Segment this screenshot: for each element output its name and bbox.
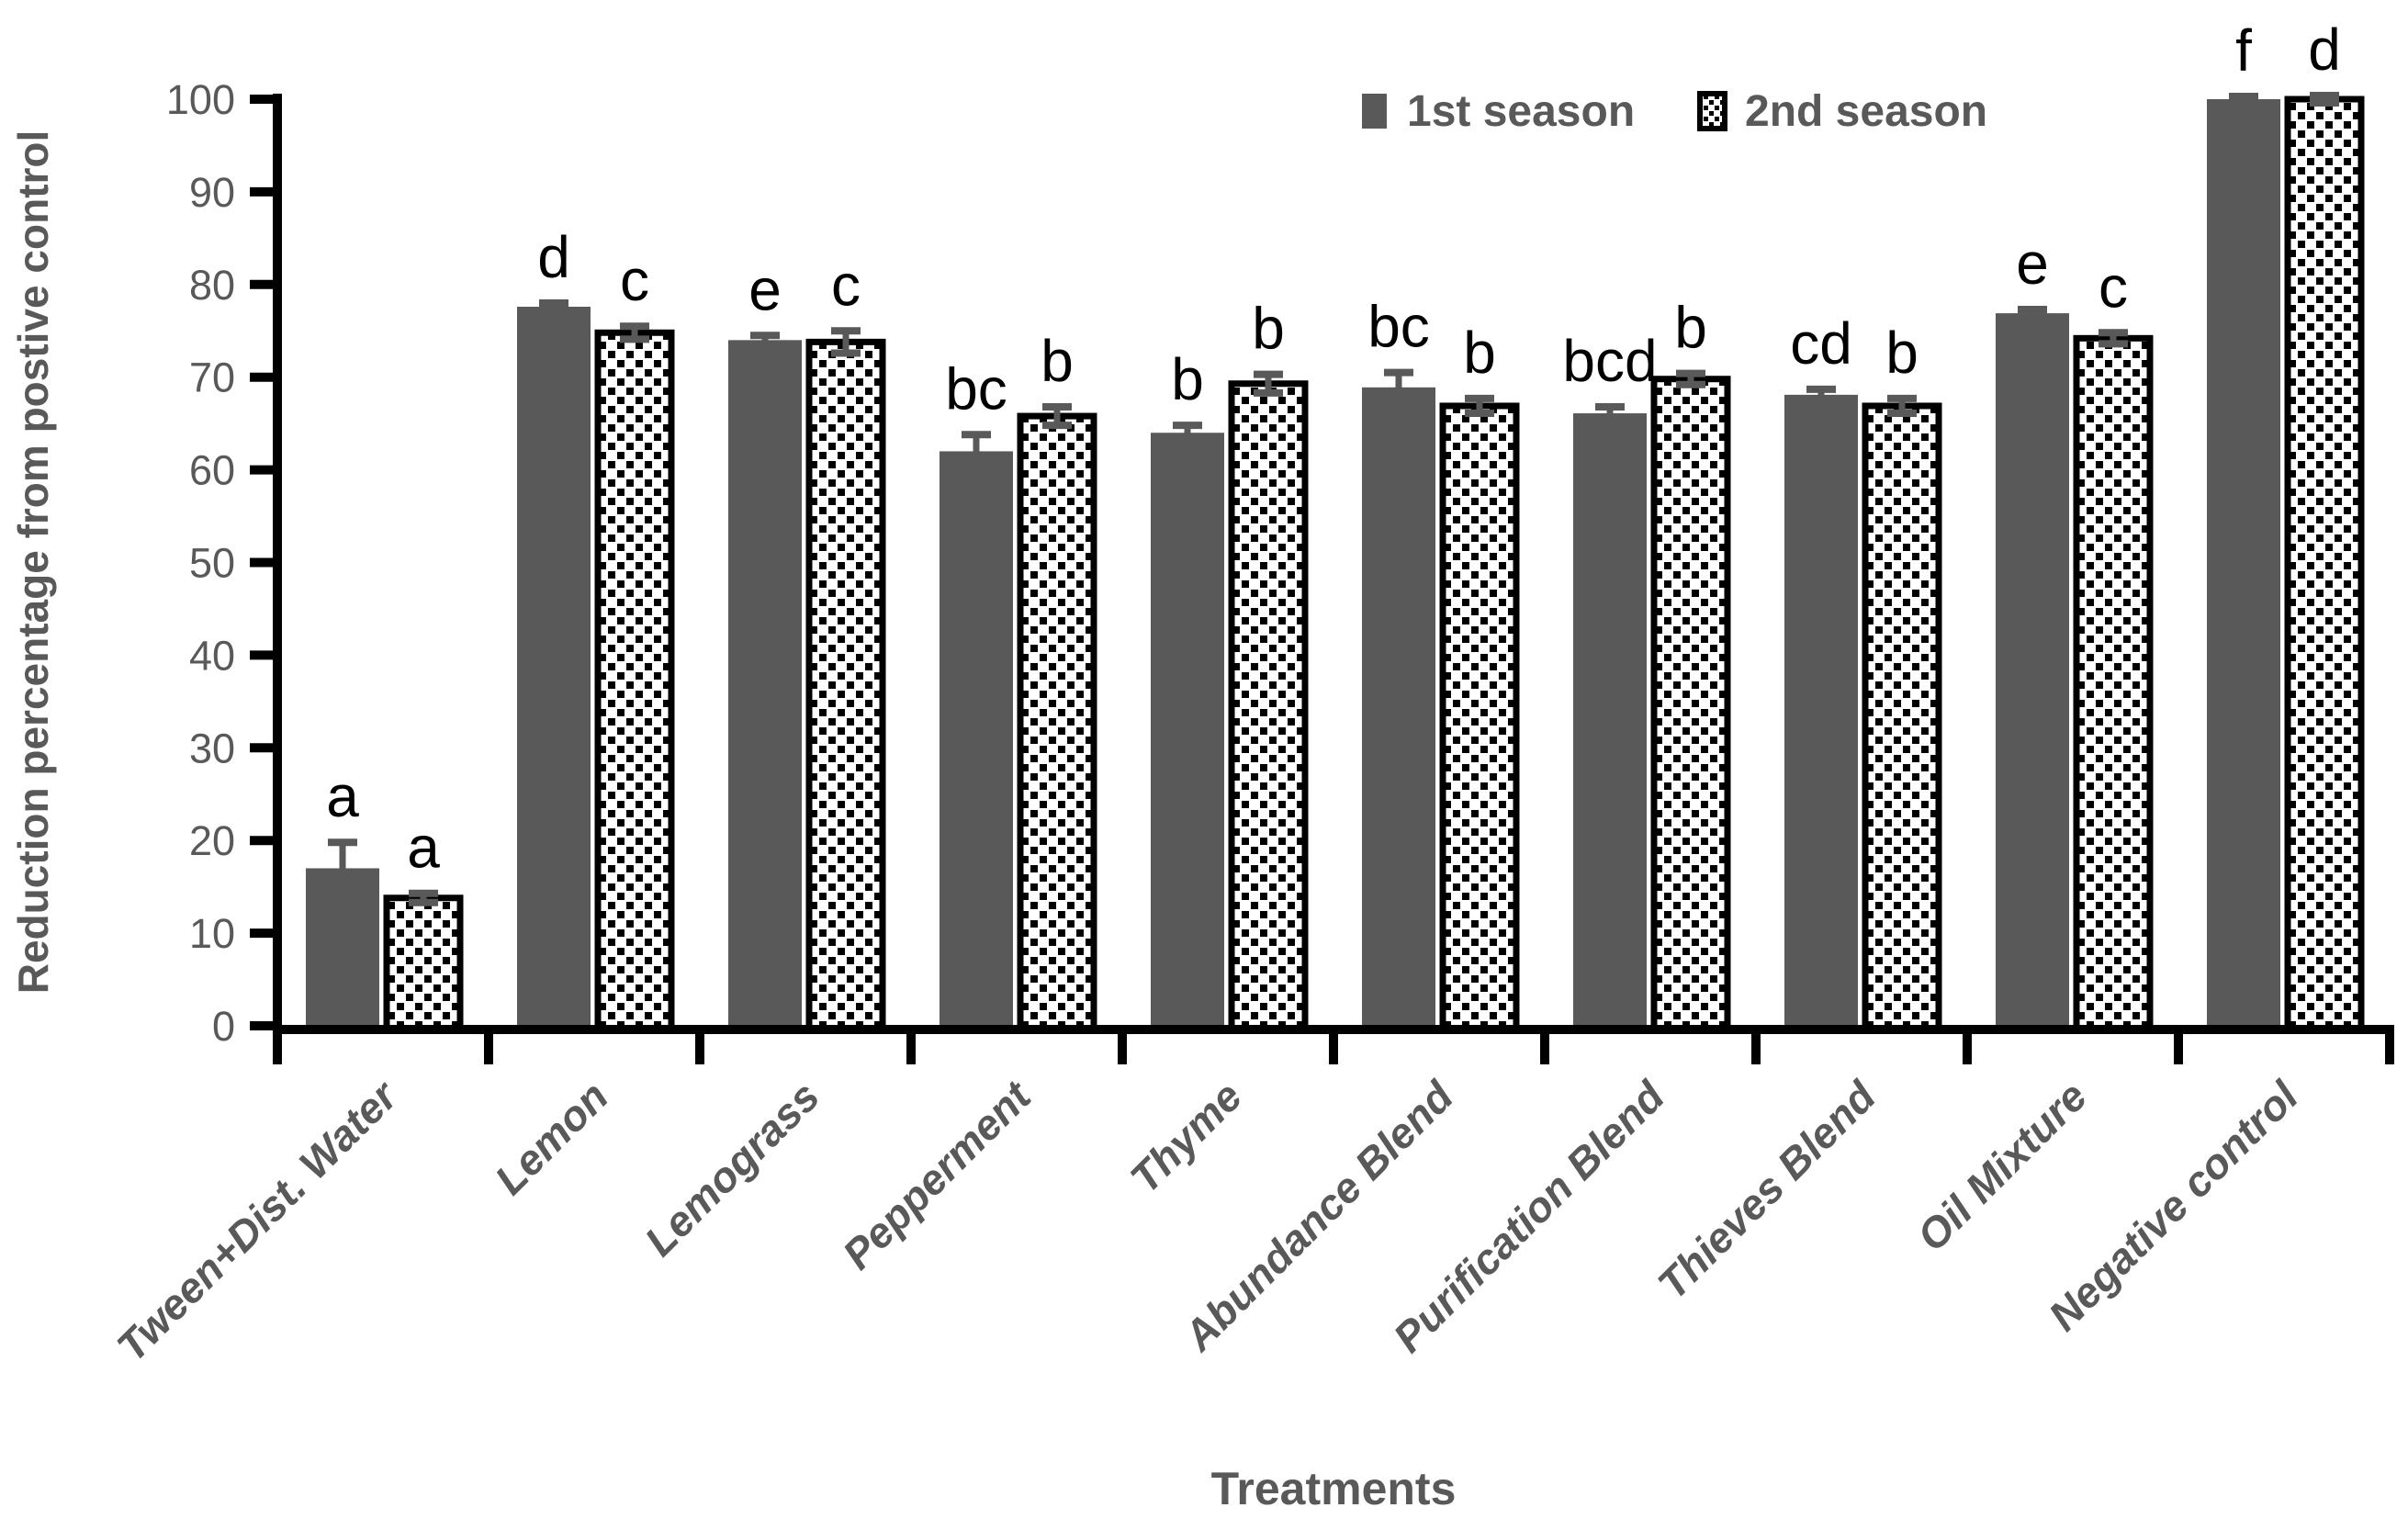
y-tick-label: 10 (189, 910, 235, 957)
bar-1st-season-pepperment (940, 451, 1013, 1029)
bar-2nd-season-negative-control (2284, 96, 2365, 1033)
x-category-label-lemon: Lemon (486, 1072, 617, 1203)
sig-letter-abundance-blend: b (1463, 320, 1496, 386)
sig-letter-lemon: d (537, 224, 570, 290)
sig-letter-thieves-blend: cd (1790, 310, 1852, 377)
bar-1st-season-thyme (1151, 433, 1224, 1029)
bar-2nd-season-lemograss (805, 338, 886, 1033)
sig-letter-pepperment: b (1041, 328, 1074, 394)
sig-letter-negative-control: d (2308, 17, 2341, 83)
sig-letter-tween-dist-water: a (407, 815, 440, 881)
sig-letter-lemon: c (620, 247, 649, 313)
y-tick-label: 50 (189, 540, 235, 587)
bar-2nd-season-oil-mixture (2073, 334, 2154, 1033)
y-tick-label: 90 (189, 169, 235, 216)
bar-2nd-season-purification-blend (1650, 376, 1731, 1033)
sig-letter-thyme: b (1171, 346, 1204, 412)
sig-letter-purification-blend: bcd (1562, 328, 1657, 394)
bar-2nd-season-lemon (594, 329, 675, 1033)
x-category-label-tween-dist-water: Tween+Dist. Water (107, 1071, 408, 1371)
bar-2nd-season-abundance-blend (1439, 402, 1520, 1033)
y-tick-label: 60 (189, 447, 235, 494)
y-tick-label: 100 (166, 76, 235, 123)
sig-letter-thieves-blend: b (1885, 320, 1919, 386)
sig-letter-tween-dist-water: a (326, 763, 359, 829)
y-tick-label: 70 (189, 354, 235, 401)
bar-2nd-season-thyme (1228, 380, 1309, 1033)
sig-letter-pepperment: bc (945, 355, 1007, 422)
y-tick-label: 0 (212, 1003, 235, 1050)
bar-1st-season-thieves-blend (1784, 394, 1858, 1030)
sig-letter-purification-blend: b (1674, 295, 1707, 361)
bar-1st-season-lemon (517, 307, 591, 1029)
sig-letter-negative-control: f (2235, 17, 2252, 84)
sig-letter-oil-mixture: e (2016, 231, 2049, 297)
bar-2nd-season-tween-dist-water (383, 894, 464, 1033)
legend-marker-1st-season (1362, 94, 1387, 129)
x-category-label-thieves-blend: Thieves Blend (1648, 1072, 1885, 1309)
x-axis-title: Treatments (1211, 1463, 1457, 1514)
bar-1st-season-abundance-blend (1362, 387, 1435, 1029)
y-tick-label: 40 (189, 632, 235, 679)
y-tick-label: 20 (189, 817, 235, 864)
sig-letter-lemograss: e (748, 256, 782, 322)
x-category-label-pepperment: Pepperment (833, 1071, 1041, 1278)
x-category-label-oil-mixture: Oil Mixture (1907, 1072, 2096, 1260)
x-category-label-lemograss: Lemograss (636, 1072, 828, 1265)
bar-1st-season-lemograss (728, 340, 802, 1030)
y-tick-label: 80 (189, 262, 235, 309)
sig-letter-abundance-blend: bc (1367, 294, 1430, 360)
bar-2nd-season-thieves-blend (1862, 402, 1942, 1033)
sig-letter-thyme: b (1252, 296, 1285, 362)
y-axis-title: Reduction percentage from postive contro… (9, 130, 57, 995)
sig-letter-oil-mixture: c (2099, 253, 2128, 320)
legend: 1st season 2nd season (1362, 87, 1987, 136)
bar-1st-season-negative-control (2207, 99, 2280, 1029)
legend-marker-2nd-season (1697, 91, 1727, 131)
sig-letter-lemograss: c (831, 252, 861, 318)
x-category-label-thyme: Thyme (1120, 1072, 1251, 1202)
legend-label-1st-season: 1st season (1407, 87, 1635, 136)
bar-1st-season-oil-mixture (1996, 313, 2069, 1030)
legend-label-2nd-season: 2nd season (1745, 87, 1987, 136)
bar-1st-season-purification-blend (1573, 413, 1647, 1029)
bar-2nd-season-pepperment (1017, 412, 1097, 1033)
y-tick-label: 30 (189, 725, 235, 771)
